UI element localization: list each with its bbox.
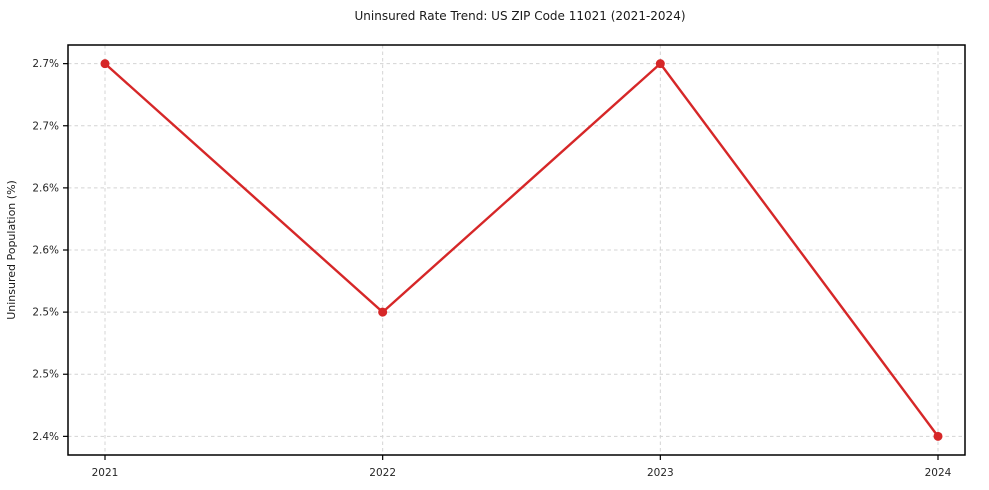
y-tick-label: 2.5% bbox=[32, 369, 59, 381]
plot-border bbox=[67, 44, 966, 456]
y-tick-label: 2.7% bbox=[32, 58, 59, 70]
grid-layer bbox=[68, 45, 965, 455]
trend-series-layer bbox=[100, 59, 943, 441]
y-axis-label: Uninsured Population (%) bbox=[5, 180, 18, 320]
x-tick-label: 2021 bbox=[92, 467, 119, 479]
tick-layer: 2.7% 2.7% 2.6% 2.6% 2.5% 2.5% 2.4% 2021 2022 2023… bbox=[32, 58, 951, 479]
y-tick-label: 2.6% bbox=[32, 182, 59, 194]
x-tick-label: 2023 bbox=[647, 467, 674, 479]
y-tick-label: 2.4% bbox=[32, 431, 59, 443]
x-tick-label: 2022 bbox=[369, 467, 396, 479]
data-point-2021 bbox=[100, 59, 110, 69]
x-tick-label: 2024 bbox=[925, 467, 952, 479]
y-tick-label: 2.6% bbox=[32, 245, 59, 257]
y-tick-label: 2.7% bbox=[32, 120, 59, 132]
data-point-2023 bbox=[655, 59, 665, 69]
data-point-2024 bbox=[933, 431, 943, 441]
chart-title: Uninsured Rate Trend: US ZIP Code 11021 … bbox=[354, 9, 685, 23]
trend-line bbox=[103, 62, 940, 438]
y-tick-label: 2.5% bbox=[32, 307, 59, 319]
data-point-2022 bbox=[378, 307, 388, 317]
